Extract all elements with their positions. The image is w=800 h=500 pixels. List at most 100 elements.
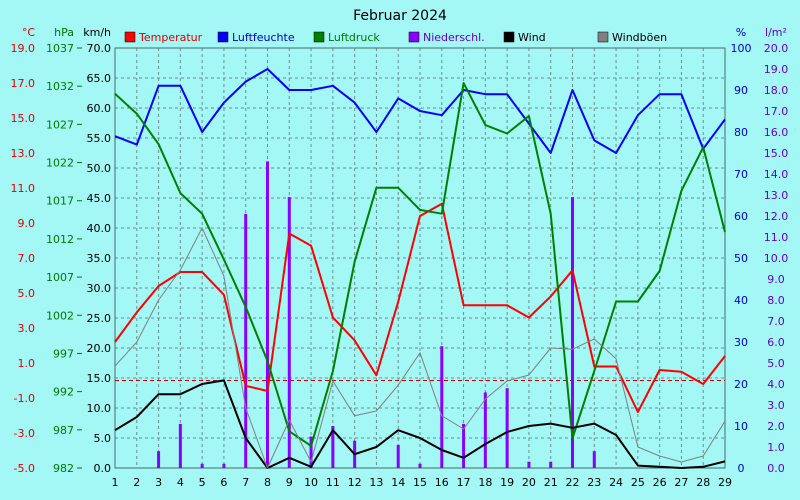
y-tick-temp: 9.0 [18, 217, 36, 230]
y-tick-rain: 13.0 [764, 189, 789, 202]
legend-swatch [408, 31, 420, 43]
precip-bar [592, 451, 596, 468]
y-tick-rain: 19.0 [764, 63, 789, 76]
x-tick-label: 9 [286, 476, 293, 489]
y-tick-hum: 70 [734, 168, 748, 181]
y-tick-press: 1007 [46, 271, 74, 284]
precip-bar [157, 451, 161, 468]
axis-unit-rain: l/m² [765, 26, 787, 39]
y-tick-temp: 7.0 [18, 252, 36, 265]
y-tick-temp: 15.0 [11, 112, 36, 125]
y-tick-press: 1002 [46, 309, 74, 322]
y-tick-rain: 4.0 [767, 378, 785, 391]
x-tick-label: 27 [674, 476, 688, 489]
x-tick-label: 15 [413, 476, 427, 489]
y-tick-wind: 60.0 [87, 102, 112, 115]
precip-bar [178, 423, 182, 468]
precip-bar [505, 388, 509, 468]
y-tick-wind: 35.0 [87, 252, 112, 265]
legend-label: Windböen [612, 31, 667, 44]
series-line-luftdruck [114, 82, 726, 447]
y-tick-wind: 50.0 [87, 162, 112, 175]
y-tick-rain: 16.0 [764, 126, 789, 139]
y-tick-press: 1012 [46, 233, 74, 246]
x-tick-label: 14 [391, 476, 405, 489]
y-tick-wind: 70.0 [87, 42, 112, 55]
x-tick-label: 2 [133, 476, 140, 489]
precip-bar [440, 346, 444, 468]
y-tick-wind: 15.0 [87, 372, 112, 385]
legend-label: Luftdruck [328, 31, 380, 44]
precip-bar [527, 461, 531, 468]
y-tick-wind: 25.0 [87, 312, 112, 325]
y-tick-rain: 3.0 [767, 399, 785, 412]
x-tick-label: 18 [478, 476, 492, 489]
y-tick-temp: -1.0 [14, 392, 35, 405]
x-tick-label: 7 [242, 476, 249, 489]
y-tick-rain: 18.0 [764, 84, 789, 97]
x-tick-label: 24 [609, 476, 623, 489]
precip-bar [309, 436, 313, 468]
y-tick-rain: 17.0 [764, 105, 789, 118]
y-tick-rain: 15.0 [764, 147, 789, 160]
y-tick-rain: 6.0 [767, 336, 785, 349]
y-tick-wind: 30.0 [87, 282, 112, 295]
y-tick-rain: 5.0 [767, 357, 785, 370]
y-tick-wind: 20.0 [87, 342, 112, 355]
y-tick-rain: 14.0 [764, 168, 789, 181]
series-line-temperatur [114, 202, 726, 413]
y-tick-rain: 9.0 [767, 273, 785, 286]
y-tick-wind: 10.0 [87, 402, 112, 415]
y-tick-rain: 7.0 [767, 315, 785, 328]
y-tick-wind: 0.0 [94, 462, 112, 475]
y-tick-rain: 2.0 [767, 420, 785, 433]
x-tick-label: 10 [304, 476, 318, 489]
precip-bar [244, 213, 248, 468]
x-tick-label: 29 [718, 476, 732, 489]
series-line-luftfeuchte [114, 68, 726, 154]
x-tick-label: 8 [264, 476, 271, 489]
legend-label: Temperatur [138, 31, 203, 44]
x-axis-ticks: 1 2 3 4 5 6 7 8 9 10 11 12 13 14 15 16 17 18 19 20 21 22 23 24 2… [112, 476, 733, 489]
x-tick-label: 20 [522, 476, 536, 489]
legend-label: Niederschl. [423, 31, 485, 44]
x-tick-label: 25 [631, 476, 645, 489]
legend-swatch [503, 31, 515, 43]
legend-swatch [597, 31, 609, 43]
precip-bar [266, 161, 269, 468]
y-tick-hum: 20 [734, 378, 748, 391]
y-tick-press: 1017 [46, 195, 74, 208]
y-tick-temp: 19.0 [11, 42, 36, 55]
x-tick-label: 12 [348, 476, 362, 489]
y-tick-press: 997 [53, 347, 74, 360]
y-tick-hum: 10 [734, 420, 748, 433]
y-tick-temp: 5.0 [18, 287, 36, 300]
y-tick-hum: 40 [734, 294, 748, 307]
precip-bar [549, 461, 553, 468]
legend-swatch [217, 31, 229, 43]
y-tick-temp: -5.0 [14, 462, 35, 475]
y-tick-wind: 55.0 [87, 132, 112, 145]
precip-bar [571, 197, 574, 468]
precipitation-bars [157, 161, 596, 468]
x-tick-label: 23 [587, 476, 601, 489]
y-tick-hum: 0 [738, 462, 745, 475]
y-tick-rain: 8.0 [767, 294, 785, 307]
axis-unit-wind: km/h [83, 26, 111, 39]
axis-unit-press: hPa [54, 26, 74, 39]
y-tick-temp: 13.0 [11, 147, 36, 160]
y-tick-temp: 3.0 [18, 322, 36, 335]
precip-bar [396, 444, 400, 468]
x-tick-label: 4 [177, 476, 184, 489]
y-tick-press: 982 [53, 462, 74, 475]
axis-unit-temp: °C [22, 26, 36, 39]
y-tick-hum: 60 [734, 210, 748, 223]
x-tick-label: 17 [457, 476, 471, 489]
y-tick-hum: 30 [734, 336, 748, 349]
x-tick-label: 6 [220, 476, 227, 489]
series-line-windben [114, 227, 726, 469]
y-tick-press: 987 [53, 424, 74, 437]
x-tick-label: 13 [369, 476, 383, 489]
y-tick-rain: 20.0 [764, 42, 789, 55]
y-tick-press: 1032 [46, 80, 74, 93]
